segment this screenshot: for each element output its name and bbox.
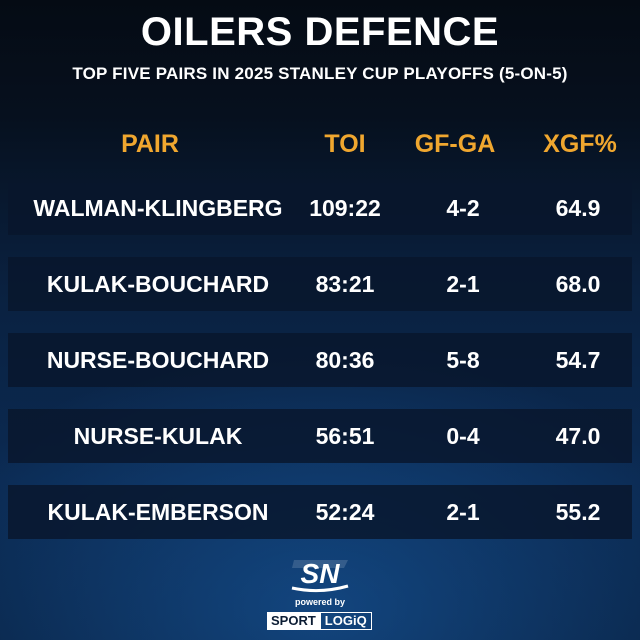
toi-value: 80:36 [315, 347, 375, 373]
sportlogiq-sport: SPORT [267, 612, 320, 630]
sportsnet-logo: SN [0, 555, 640, 595]
gf-ga-value: 5-8 [446, 347, 480, 373]
xgf-value: 47.0 [555, 423, 601, 449]
column-header-gf-ga: GF-GA [414, 130, 496, 158]
page-subtitle: TOP FIVE PAIRS IN 2025 STANLEY CUP PLAYO… [72, 64, 568, 83]
column-header-xgf: XGF% [543, 130, 617, 158]
pair-name: NURSE-BOUCHARD [46, 347, 270, 373]
gf-ga-value: 4-2 [446, 195, 480, 221]
xgf-value: 68.0 [555, 271, 601, 297]
table-row: NURSE-BOUCHARD 80:36 5-8 54.7 [8, 333, 632, 387]
table-row: NURSE-KULAK 56:51 0-4 47.0 [8, 409, 632, 463]
toi-value: 56:51 [315, 423, 375, 449]
toi-value: 109:22 [309, 195, 381, 221]
xgf-value: 54.7 [555, 347, 601, 373]
xgf-value: 64.9 [555, 195, 601, 221]
pair-name: KULAK-EMBERSON [47, 499, 269, 525]
pair-name: WALMAN-KLINGBERG [33, 195, 283, 221]
table-row: WALMAN-KLINGBERG 109:22 4-2 64.9 [8, 181, 632, 235]
gf-ga-value: 2-1 [446, 499, 480, 525]
pair-name: NURSE-KULAK [73, 423, 243, 449]
sportlogiq-logo: SPORT LOGiQ [267, 612, 372, 630]
page-title: OILERS DEFENCE [140, 10, 500, 54]
sportsnet-logo-icon: SN [291, 558, 349, 593]
gf-ga-value: 2-1 [446, 271, 480, 297]
toi-value: 83:21 [315, 271, 375, 297]
gf-ga-value: 0-4 [446, 423, 480, 449]
xgf-value: 55.2 [555, 499, 601, 525]
column-header-pair: PAIR [121, 130, 179, 158]
table-row: KULAK-EMBERSON 52:24 2-1 55.2 [8, 485, 632, 539]
column-header-toi: TOI [324, 130, 366, 158]
powered-by-label: powered by [294, 597, 345, 607]
table-row: KULAK-BOUCHARD 83:21 2-1 68.0 [8, 257, 632, 311]
pair-name: KULAK-BOUCHARD [46, 271, 270, 297]
toi-value: 52:24 [315, 499, 375, 525]
logo-text: SN [301, 558, 341, 589]
sportlogiq-logiq: LOGiQ [319, 612, 372, 630]
